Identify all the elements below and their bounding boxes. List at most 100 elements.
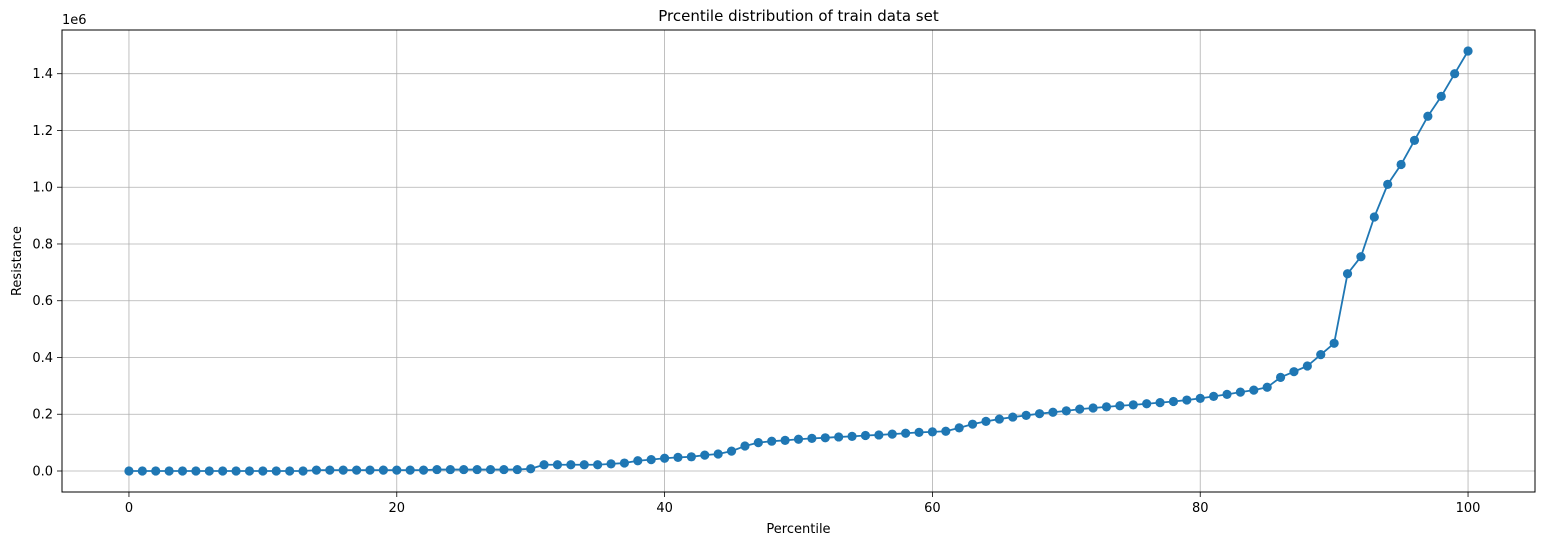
data-point	[285, 466, 295, 476]
y-tick-label: 0.8	[32, 237, 53, 252]
data-point	[820, 433, 830, 443]
plot-frame	[61, 29, 1536, 493]
data-point	[1262, 382, 1272, 392]
data-point	[860, 430, 871, 441]
data-point	[418, 465, 429, 475]
data-point	[485, 464, 496, 475]
data-point	[914, 427, 924, 438]
data-point	[1235, 387, 1245, 397]
data-point	[686, 452, 696, 462]
data-point	[807, 433, 817, 443]
data-point	[151, 466, 161, 476]
y-axis-ticks: 0.0 0.2 0.4 0.6 0.8 1.0 1.2 1.4	[32, 67, 62, 480]
data-point	[231, 466, 241, 476]
data-point	[700, 450, 710, 460]
data-point	[713, 449, 723, 459]
y-tick-label: 1.4	[32, 67, 53, 82]
chart-title: Prcentile distribution of train data set	[658, 7, 939, 25]
data-point	[311, 465, 322, 475]
data-point	[526, 464, 536, 474]
data-point	[352, 465, 362, 475]
data-point	[1409, 135, 1420, 145]
data-point	[1383, 179, 1393, 189]
x-axis-label: Percentile	[766, 522, 830, 537]
data-point	[994, 414, 1004, 424]
data-point	[499, 464, 509, 475]
data-point	[874, 430, 884, 440]
y-axis-offset-label: 1e6	[62, 13, 87, 28]
data-point	[633, 456, 643, 466]
y-tick-label: 1.2	[32, 124, 53, 139]
data-point	[1021, 410, 1031, 420]
data-point	[365, 465, 375, 475]
data-point	[1329, 338, 1339, 348]
data-point	[378, 465, 388, 475]
y-tick-label: 0.2	[32, 408, 53, 423]
data-point	[1316, 350, 1326, 360]
x-tick-label: 40	[656, 501, 673, 516]
data-point	[887, 429, 897, 439]
x-tick-label: 100	[1456, 501, 1481, 516]
data-point	[191, 466, 201, 476]
data-point	[1061, 406, 1071, 416]
data-point	[1356, 252, 1366, 262]
data-point	[901, 428, 911, 438]
data-point	[1034, 409, 1045, 419]
y-tick-label: 0.0	[32, 465, 53, 480]
data-point	[646, 455, 656, 465]
data-point	[1075, 404, 1085, 414]
data-point	[271, 466, 281, 476]
data-point	[1396, 159, 1406, 170]
data-point	[1222, 389, 1232, 399]
data-point	[1423, 111, 1433, 121]
data-point	[619, 458, 630, 468]
data-point	[325, 465, 335, 475]
data-point	[445, 464, 455, 475]
data-point	[954, 423, 964, 433]
y-tick-label: 1.0	[32, 181, 53, 196]
data-point	[941, 426, 951, 436]
data-point	[539, 460, 549, 470]
data-point	[726, 446, 737, 456]
y-tick-label: 0.6	[32, 294, 53, 309]
data-point	[1463, 46, 1473, 56]
data-point	[392, 465, 402, 475]
data-point	[124, 466, 134, 476]
data-point	[258, 466, 268, 476]
data-point	[753, 438, 763, 448]
data-point	[606, 459, 616, 469]
data-point	[1182, 395, 1192, 405]
data-point	[472, 464, 482, 475]
data-point	[432, 464, 442, 475]
data-point	[1142, 399, 1152, 409]
x-tick-label: 0	[125, 501, 133, 516]
data-point	[177, 466, 188, 476]
data-point	[1275, 372, 1286, 382]
data-point	[1450, 69, 1460, 79]
data-point	[1436, 91, 1446, 102]
data-point	[1302, 361, 1312, 371]
data-point	[244, 466, 255, 476]
data-point	[1342, 269, 1353, 279]
data-point	[1195, 393, 1205, 403]
data-point	[218, 466, 228, 476]
data-point	[1209, 391, 1219, 401]
data-point	[981, 416, 991, 426]
data-point	[1088, 403, 1098, 413]
x-axis-ticks: 0 20 40 60 80 100	[125, 492, 1481, 516]
data-point	[1155, 398, 1165, 408]
data-point	[593, 460, 603, 470]
data-point	[579, 460, 589, 470]
data-point	[1115, 401, 1125, 411]
data-point	[659, 453, 670, 463]
x-tick-label: 20	[388, 501, 405, 516]
data-point	[967, 419, 978, 429]
data-point	[1168, 396, 1179, 407]
x-tick-label: 60	[924, 501, 941, 516]
data-point	[137, 466, 147, 476]
data-point	[164, 466, 174, 476]
data-point	[927, 427, 938, 437]
plot-background	[62, 30, 1535, 492]
data-point	[1128, 400, 1138, 410]
